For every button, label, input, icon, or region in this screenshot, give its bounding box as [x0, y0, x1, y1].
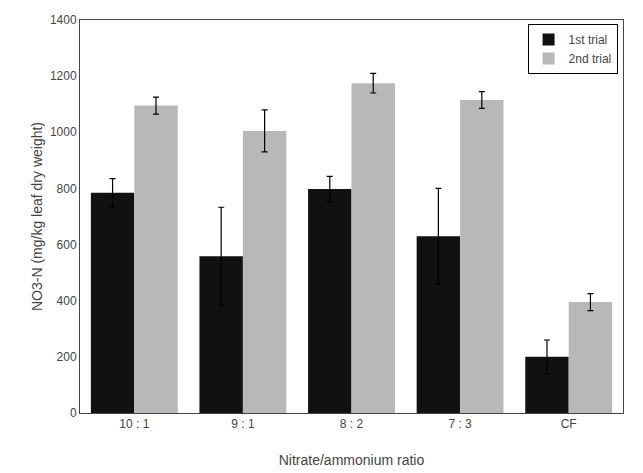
svg-text:Nitrate/ammonium ratio: Nitrate/ammonium ratio: [279, 452, 425, 468]
svg-text:2nd trial: 2nd trial: [569, 52, 612, 66]
svg-text:NO3-N (mg/kg leaf dry weight): NO3-N (mg/kg leaf dry weight): [29, 122, 45, 311]
svg-text:10 : 1: 10 : 1: [119, 417, 149, 431]
svg-text:0: 0: [70, 406, 77, 420]
svg-text:1st trial: 1st trial: [569, 33, 608, 47]
svg-text:400: 400: [57, 294, 77, 308]
svg-text:1400: 1400: [50, 13, 77, 27]
svg-text:7 : 3: 7 : 3: [448, 417, 472, 431]
svg-text:9 : 1: 9 : 1: [231, 417, 255, 431]
svg-text:1000: 1000: [50, 125, 77, 139]
svg-text:1200: 1200: [50, 69, 77, 83]
svg-text:600: 600: [57, 238, 77, 252]
svg-text:CF: CF: [561, 417, 577, 431]
svg-text:200: 200: [57, 350, 77, 364]
svg-text:8 : 2: 8 : 2: [340, 417, 364, 431]
svg-text:800: 800: [57, 182, 77, 196]
